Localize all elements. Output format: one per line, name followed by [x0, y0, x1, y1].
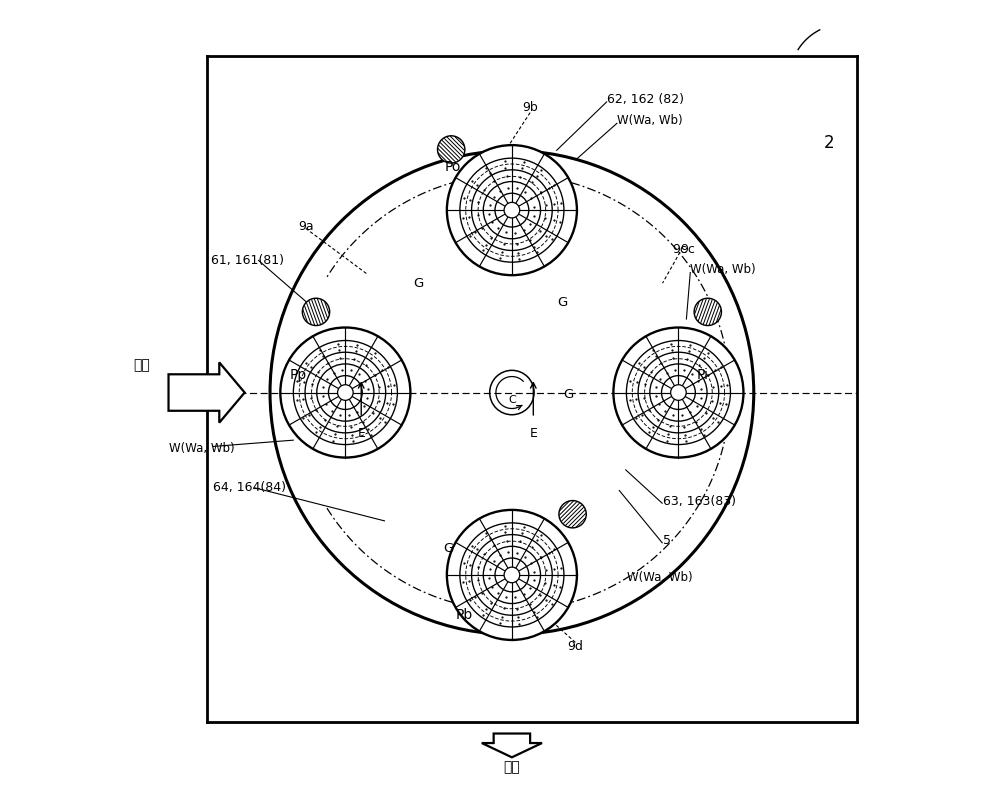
Text: 9c: 9c: [680, 243, 695, 256]
Text: W(Wa, Wb): W(Wa, Wb): [690, 263, 756, 276]
Circle shape: [338, 385, 353, 400]
Text: 2: 2: [824, 134, 834, 151]
Text: G: G: [413, 278, 423, 290]
Circle shape: [504, 202, 520, 218]
Text: 62, 162 (82): 62, 162 (82): [607, 93, 684, 105]
Text: 61, 161(81): 61, 161(81): [211, 254, 284, 266]
Polygon shape: [482, 734, 542, 757]
Text: G: G: [443, 542, 453, 555]
Text: Po: Po: [444, 159, 461, 174]
Circle shape: [302, 298, 330, 326]
Text: 9b: 9b: [522, 101, 538, 113]
Text: 9a: 9a: [298, 220, 314, 232]
Circle shape: [694, 298, 721, 326]
Text: G: G: [557, 297, 567, 309]
Text: C: C: [508, 396, 516, 405]
Text: E: E: [357, 427, 365, 440]
Text: Pb: Pb: [456, 607, 473, 622]
Text: 63, 163(83): 63, 163(83): [663, 495, 736, 508]
Text: G: G: [563, 389, 574, 401]
Text: W(Wa, Wb): W(Wa, Wb): [627, 571, 693, 584]
Circle shape: [447, 145, 577, 275]
Bar: [207, 56, 857, 722]
Text: 9c: 9c: [673, 243, 687, 256]
Text: 5: 5: [663, 534, 671, 547]
Text: 移入: 移入: [133, 358, 150, 372]
Text: 移出: 移出: [504, 760, 520, 775]
Circle shape: [671, 385, 686, 400]
Circle shape: [438, 136, 465, 163]
Circle shape: [559, 500, 586, 528]
Circle shape: [613, 328, 743, 458]
Circle shape: [504, 567, 520, 583]
Circle shape: [280, 328, 410, 458]
Polygon shape: [169, 362, 245, 423]
Text: W(Wa, Wb): W(Wa, Wb): [169, 442, 234, 454]
Text: W(Wa, Wb): W(Wa, Wb): [617, 114, 683, 127]
Text: Pp: Pp: [289, 368, 306, 382]
Text: E: E: [529, 427, 537, 440]
Text: Pi: Pi: [696, 368, 708, 382]
Circle shape: [447, 510, 577, 640]
Text: 9d: 9d: [567, 640, 583, 653]
Text: 64, 164(84): 64, 164(84): [213, 481, 286, 494]
